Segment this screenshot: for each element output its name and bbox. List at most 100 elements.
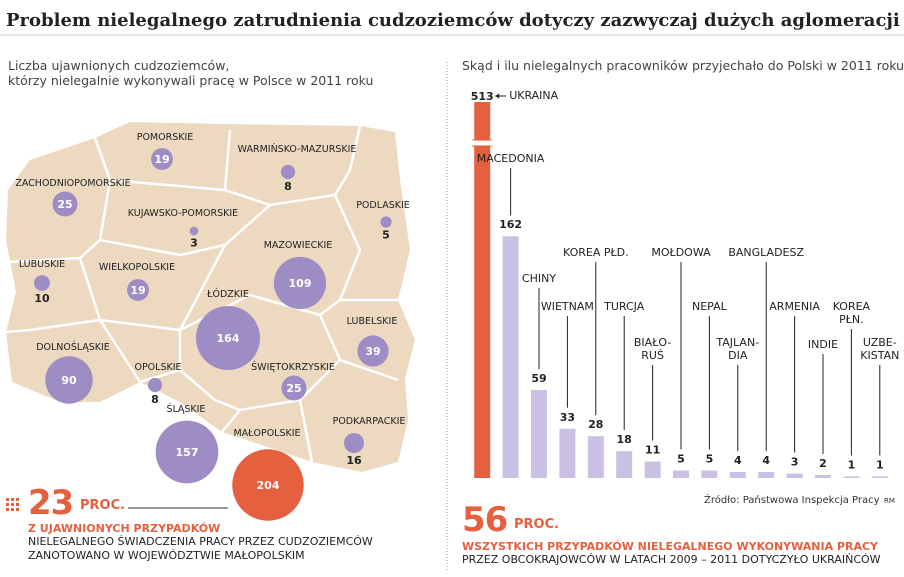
bar [616, 451, 633, 478]
value-label: 5 [706, 453, 714, 466]
value-label: 18 [617, 433, 632, 446]
category-label: INDIE [807, 338, 839, 351]
bar [644, 461, 661, 478]
value-label: 1 [876, 459, 884, 472]
map-subtitle: Liczba ujawnionych cudzoziemców, którzy … [8, 58, 374, 88]
value-label: 5 [677, 453, 685, 466]
region-label: WIELKOPOLSKIE [99, 262, 175, 273]
value-label: 162 [499, 218, 522, 231]
category-label: WIETNAM [540, 300, 594, 313]
value-label: 28 [588, 418, 603, 431]
highlight-text: PRZEZ OBCOKRAJOWCÓW W LATACH 2009 – 2011… [462, 553, 881, 566]
bar-subtitle: Skąd i ilu nielegalnych pracowników przy… [462, 58, 904, 73]
value-label: 2 [819, 457, 827, 470]
bar [673, 470, 689, 478]
bar [502, 236, 519, 478]
region-label: DOLNOŚLĄSKIE [36, 341, 110, 353]
region-label: MAZOWIECKIE [264, 240, 333, 251]
highlight-unit: PROC. [80, 498, 126, 513]
value-label: 16 [346, 454, 362, 467]
category-label: BANGLADESZ [728, 246, 805, 259]
bar [815, 475, 831, 478]
bubble [357, 335, 389, 367]
region-label: ŚLĄSKIE [167, 403, 206, 415]
bubble [344, 433, 364, 453]
value-label: 1 [848, 459, 856, 472]
bar [559, 428, 576, 478]
bubble [281, 375, 307, 401]
bar [871, 476, 888, 478]
value-label: 59 [531, 372, 546, 385]
bar [786, 473, 803, 478]
category-label: BIAŁO- RUŚ [633, 336, 672, 362]
bubble [155, 420, 219, 484]
region-label: OPOLSKIE [134, 362, 181, 373]
bubble [45, 356, 93, 404]
value-label: 10 [34, 292, 50, 305]
value-label: 33 [560, 411, 575, 424]
value-label: 25 [57, 198, 72, 211]
value-label: 204 [257, 479, 280, 492]
region-label: WARMIŃSKO-MAZURSKIE [238, 143, 357, 155]
highlight-headline: WSZYSTKICH PRZYPADKÓW NIELEGALNEGO WYKON… [462, 540, 879, 553]
bar [758, 472, 775, 478]
bubble [380, 216, 392, 228]
bubble [232, 449, 304, 521]
value-label: 3 [791, 456, 799, 469]
value-label: 513 [471, 90, 494, 103]
map-borders [5, 125, 399, 463]
region-label: PODKARPACKIE [333, 416, 406, 427]
bubble [273, 256, 327, 310]
value-label: 164 [217, 332, 240, 345]
value-label: 19 [130, 284, 145, 297]
category-label: KOREA PŁD. [562, 246, 629, 259]
bar [531, 389, 547, 478]
value-label: 39 [365, 345, 380, 358]
category-label: KOREA PŁN. [832, 300, 871, 326]
bubble [280, 164, 296, 180]
title: Problem nielegalnego zatrudnienia cudzoz… [6, 10, 900, 31]
category-label: TURCJA [604, 300, 645, 313]
category-label: MOŁDOWA [651, 246, 711, 259]
highlight-number: 23 [28, 483, 74, 523]
category-label: NEPAL [692, 300, 727, 313]
value-label: 8 [284, 180, 292, 193]
value-label: 11 [645, 444, 660, 457]
bar [587, 436, 604, 478]
bar [474, 102, 491, 478]
value-label: 4 [762, 454, 770, 467]
region-label: PODLASKIE [356, 200, 410, 211]
highlight-icon [6, 498, 19, 511]
value-label: 4 [734, 454, 742, 467]
region-label: LUBUSKIE [19, 259, 65, 270]
value-label: 5 [382, 229, 390, 242]
value-label: 8 [151, 393, 159, 406]
bubble [147, 377, 163, 393]
region-label: POMORSKIE [137, 132, 194, 143]
bubble [195, 305, 261, 371]
category-label: MACEDONIA [476, 152, 545, 165]
region-label: LUBELSKIE [347, 316, 398, 327]
category-label: CHINY [521, 272, 557, 285]
region-label: ŁÓDZKIE [206, 288, 249, 300]
value-label: 90 [61, 374, 77, 387]
map-outline [6, 122, 415, 472]
value-label: 109 [289, 277, 312, 290]
highlight-number: 56 [462, 500, 508, 540]
bar [729, 472, 746, 478]
bar [701, 470, 718, 478]
region-label: ŚWIĘTOKRZYSKIE [251, 361, 335, 373]
value-label: 19 [154, 153, 169, 166]
bubble [151, 148, 173, 170]
axis-break [472, 140, 493, 146]
region-label: MAŁOPOLSKIE [233, 428, 300, 439]
bubble [189, 226, 199, 236]
region-label: ZACHODNIOPOMORSKIE [15, 178, 130, 189]
bubble [127, 279, 149, 301]
category-label: UKRAINA [509, 89, 559, 102]
highlight-unit: PROC. [514, 517, 560, 532]
credit: RM [884, 497, 895, 505]
value-label: 25 [286, 382, 301, 395]
